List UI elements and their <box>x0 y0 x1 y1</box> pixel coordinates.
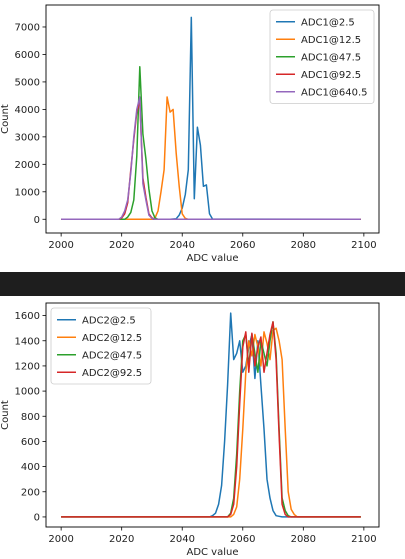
chart-panel-adc2: 2000 2020 2040 2060 2080 2100 0 200 400 600 800 100… <box>0 298 405 558</box>
series-line <box>61 16 361 221</box>
y-tick-label: 400 <box>21 462 40 473</box>
y-tick-label: 600 <box>21 437 40 448</box>
x-tick-label: 2100 <box>351 534 376 545</box>
legend-label: ADC2@92.5 <box>82 368 142 379</box>
y-tick-label: 6000 <box>15 50 40 61</box>
y-tick-label: 4000 <box>15 105 40 116</box>
legend-box <box>50 307 152 385</box>
plot-frame <box>45 4 380 234</box>
series-line <box>61 321 361 518</box>
legend-label: ADC1@92.5 <box>301 70 361 81</box>
y-tick-label: 1400 <box>15 336 40 347</box>
plot-frame <box>45 302 380 528</box>
y-tick-label: 200 <box>21 487 40 498</box>
x-tick-label: 2080 <box>291 534 316 545</box>
y-tick-label: 0 <box>34 512 40 523</box>
x-axis-label: ADC value <box>186 253 238 264</box>
y-tick-label: 0 <box>34 215 40 226</box>
legend-box <box>269 9 375 104</box>
legend-label: ADC1@47.5 <box>301 52 361 63</box>
legend-label: ADC2@12.5 <box>82 333 142 344</box>
chart-panel-adc1: 2000 2020 2040 2060 2080 2100 0 1000 2000 3000 400… <box>0 0 405 270</box>
y-tick-label: 2000 <box>15 160 40 171</box>
series-line <box>61 96 361 221</box>
x-axis-label: ADC value <box>186 547 238 555</box>
series-line <box>61 327 361 518</box>
x-tick-label: 2040 <box>170 534 195 545</box>
legend-label: ADC2@47.5 <box>82 350 142 361</box>
x-tick-label: 2100 <box>351 240 376 251</box>
x-tick-label: 2020 <box>109 240 134 251</box>
x-tick-label: 2080 <box>291 240 316 251</box>
legend-label: ADC1@12.5 <box>301 35 361 46</box>
x-tick-label: 2000 <box>48 534 73 545</box>
y-tick-label: 1000 <box>15 187 40 198</box>
adc1-count-chart: 2000 2020 2040 2060 2080 2100 0 1000 2000 3000 400… <box>0 4 380 264</box>
series-line <box>61 66 361 221</box>
legend-label: ADC1@640.5 <box>301 87 368 98</box>
x-tick-label: 2020 <box>109 534 134 545</box>
x-tick-label: 2000 <box>48 240 73 251</box>
legend-label: ADC1@2.5 <box>301 17 355 28</box>
x-tick-label: 2040 <box>170 240 195 251</box>
series-line <box>61 100 361 221</box>
y-tick-label: 3000 <box>15 132 40 143</box>
series-line <box>61 96 361 221</box>
y-tick-label: 7000 <box>15 22 40 33</box>
y-tick-label: 800 <box>21 412 40 423</box>
y-axis-label: Count <box>0 400 11 430</box>
legend-label: ADC2@2.5 <box>82 315 136 326</box>
y-tick-label: 1600 <box>15 311 40 322</box>
panel-divider-bar <box>0 272 405 296</box>
y-tick-label: 1200 <box>15 361 40 372</box>
y-tick-label: 5000 <box>15 77 40 88</box>
y-tick-label: 1000 <box>15 387 40 398</box>
y-axis-label: Count <box>0 104 11 134</box>
adc2-count-chart: 2000 2020 2040 2060 2080 2100 0 200 400 600 800 100… <box>0 302 380 558</box>
x-tick-label: 2060 <box>230 534 255 545</box>
x-tick-label: 2060 <box>230 240 255 251</box>
